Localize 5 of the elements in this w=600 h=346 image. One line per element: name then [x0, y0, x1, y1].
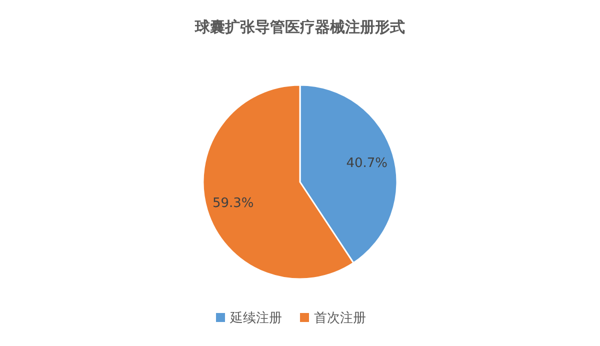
data-label: 59.3% — [212, 196, 254, 212]
chart-title: 球囊扩张导管医疗器械注册形式 — [194, 18, 405, 36]
legend-label: 延续注册 — [229, 311, 282, 326]
legend-label: 首次注册 — [314, 311, 366, 326]
data-label: 40.7% — [346, 156, 388, 171]
